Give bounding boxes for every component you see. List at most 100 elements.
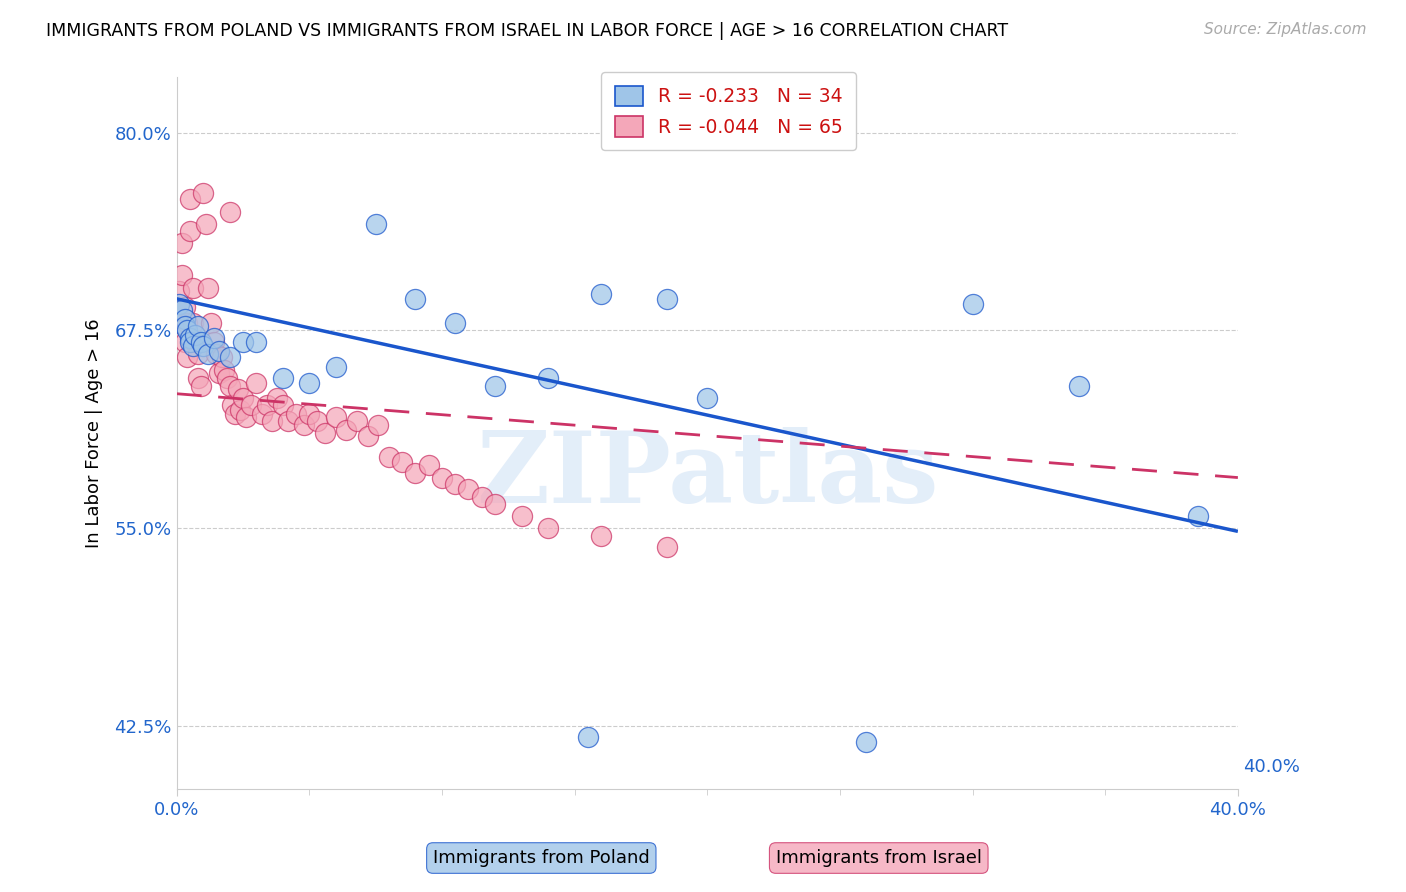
Point xyxy=(298,407,321,421)
Point xyxy=(239,398,262,412)
Point xyxy=(179,224,201,238)
Text: Immigrants from Israel: Immigrants from Israel xyxy=(776,849,981,867)
Point xyxy=(197,347,219,361)
Point xyxy=(173,300,195,314)
Point xyxy=(214,363,236,377)
Point xyxy=(471,490,494,504)
Point xyxy=(197,281,219,295)
Point xyxy=(391,455,413,469)
Point xyxy=(179,331,201,345)
Point xyxy=(537,371,560,385)
Point xyxy=(205,347,228,361)
Point xyxy=(855,735,877,749)
Point xyxy=(657,540,679,554)
Point xyxy=(325,359,347,374)
Point xyxy=(245,334,267,349)
Text: IMMIGRANTS FROM POLAND VS IMMIGRANTS FROM ISRAEL IN LABOR FORCE | AGE > 16 CORRE: IMMIGRANTS FROM POLAND VS IMMIGRANTS FRO… xyxy=(46,22,1008,40)
Point xyxy=(181,316,204,330)
Point xyxy=(591,287,613,301)
Point xyxy=(229,402,252,417)
Legend: R = -0.233   N = 34, R = -0.044   N = 65: R = -0.233 N = 34, R = -0.044 N = 65 xyxy=(602,72,855,150)
Point xyxy=(510,508,533,523)
Point xyxy=(696,392,718,406)
Point xyxy=(235,410,257,425)
Point xyxy=(218,379,240,393)
Point xyxy=(218,204,240,219)
Point xyxy=(173,312,195,326)
Point xyxy=(346,414,368,428)
Y-axis label: In Labor Force | Age > 16: In Labor Force | Age > 16 xyxy=(86,318,103,548)
Point xyxy=(202,334,225,349)
Point xyxy=(271,371,294,385)
Point xyxy=(484,498,506,512)
Point xyxy=(170,302,193,317)
Point xyxy=(221,398,243,412)
Point xyxy=(176,323,198,337)
Point xyxy=(444,476,467,491)
Point xyxy=(364,218,387,232)
Point xyxy=(484,379,506,393)
Point xyxy=(307,414,329,428)
Point xyxy=(208,344,231,359)
Point xyxy=(184,328,207,343)
Point xyxy=(262,414,284,428)
Point xyxy=(179,192,201,206)
Point xyxy=(187,347,209,361)
Point xyxy=(457,482,479,496)
Point xyxy=(266,392,288,406)
Point xyxy=(193,186,215,200)
Point xyxy=(285,407,308,421)
Point xyxy=(215,371,238,385)
Point xyxy=(211,351,233,365)
Point xyxy=(962,296,984,310)
Point xyxy=(190,379,212,393)
Point xyxy=(576,730,599,744)
Point xyxy=(226,382,249,396)
Text: Source: ZipAtlas.com: Source: ZipAtlas.com xyxy=(1204,22,1367,37)
Point xyxy=(256,398,278,412)
Point xyxy=(657,292,679,306)
Point xyxy=(194,218,217,232)
Point xyxy=(187,371,209,385)
Point xyxy=(193,339,215,353)
Point xyxy=(169,316,191,330)
Point xyxy=(176,316,198,330)
Point xyxy=(170,268,193,282)
Point xyxy=(181,339,204,353)
Point xyxy=(1187,508,1209,523)
Point xyxy=(208,366,231,380)
Point xyxy=(218,351,240,365)
Point xyxy=(176,351,198,365)
Text: Immigrants from Poland: Immigrants from Poland xyxy=(433,849,650,867)
Point xyxy=(298,376,321,390)
Point xyxy=(1067,379,1090,393)
Point xyxy=(190,334,212,349)
Point xyxy=(245,376,267,390)
Point xyxy=(173,318,195,333)
Point xyxy=(181,281,204,295)
Point xyxy=(378,450,401,464)
Point xyxy=(292,418,315,433)
Point xyxy=(202,331,225,345)
Point xyxy=(200,316,222,330)
Point xyxy=(271,398,294,412)
Point xyxy=(314,426,336,441)
Text: ZIPatlas: ZIPatlas xyxy=(477,427,939,524)
Point xyxy=(232,392,254,406)
Point xyxy=(169,296,191,310)
Point xyxy=(418,458,440,472)
Point xyxy=(173,334,195,349)
Point xyxy=(404,292,426,306)
Point xyxy=(187,318,209,333)
Point xyxy=(250,407,273,421)
Point xyxy=(169,284,191,298)
Point xyxy=(430,470,453,484)
Point xyxy=(184,334,207,349)
Point xyxy=(335,423,357,437)
Point xyxy=(537,521,560,535)
Point xyxy=(224,407,246,421)
Point xyxy=(444,316,467,330)
Point xyxy=(367,418,389,433)
Point xyxy=(232,334,254,349)
Point xyxy=(179,334,201,349)
